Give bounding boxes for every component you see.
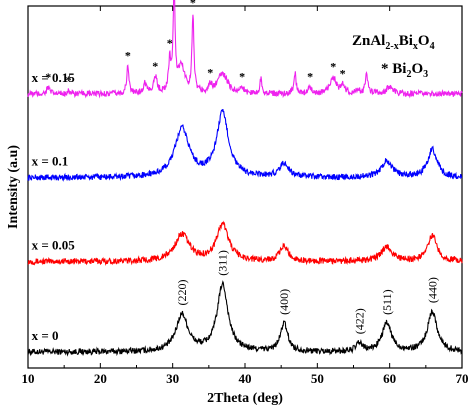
bi2o3-star-marker: *: [45, 70, 51, 84]
x-tick-label: 60: [383, 371, 396, 386]
bi2o3-star-marker: *: [330, 60, 336, 74]
bi2o3-star-marker: *: [167, 36, 173, 50]
bi2o3-star-marker: *: [207, 66, 213, 80]
hkl-label: (511): [380, 289, 394, 315]
hkl-label: (440): [425, 277, 439, 303]
x-tick-layer: 10 20 30 40 50 60 70: [22, 6, 469, 386]
series-line: [27, 0, 463, 99]
hkl-label: (311): [216, 250, 230, 276]
x-tick-label: 20: [94, 371, 107, 386]
series-line: [27, 109, 463, 182]
series-label: x = 0.15: [32, 70, 76, 85]
bi2o3-star-marker: *: [152, 59, 158, 73]
hkl-label: (220): [175, 279, 189, 305]
series-layer: [27, 0, 463, 357]
hkl-label: (400): [277, 289, 291, 315]
x-tick-label: 40: [239, 371, 252, 386]
legend-marker-entry: * Bi2O3: [381, 61, 428, 80]
bi2o3-star-marker: *: [307, 70, 313, 84]
x-tick-label: 10: [22, 371, 35, 386]
series-line: [27, 280, 463, 357]
series-label: x = 0.1: [32, 154, 69, 169]
bi2o3-star-marker: *: [340, 67, 346, 81]
x-tick-label: 50: [311, 371, 324, 386]
bi2o3-star-marker: *: [125, 48, 131, 62]
annotation-layer: x = 0 (220) (311) (400) (422) (511) (440) x = 0…: [32, 0, 440, 343]
x-axis-title: 2Theta (deg): [207, 391, 283, 406]
bi2o3-star-marker: *: [66, 73, 72, 87]
bi2o3-star-marker: *: [190, 0, 196, 9]
hkl-label: (422): [352, 308, 366, 334]
series-label: x = 0: [32, 328, 59, 343]
x-tick-label: 70: [456, 371, 469, 386]
series-line: [27, 220, 463, 267]
x-tick-label: 30: [166, 371, 179, 386]
y-axis-title: Intensity (a.u): [6, 145, 21, 229]
series-label: x = 0.05: [32, 237, 76, 252]
bi2o3-star-marker: *: [239, 70, 245, 84]
legend-formula: ZnAl2-xBixO4: [352, 33, 435, 52]
